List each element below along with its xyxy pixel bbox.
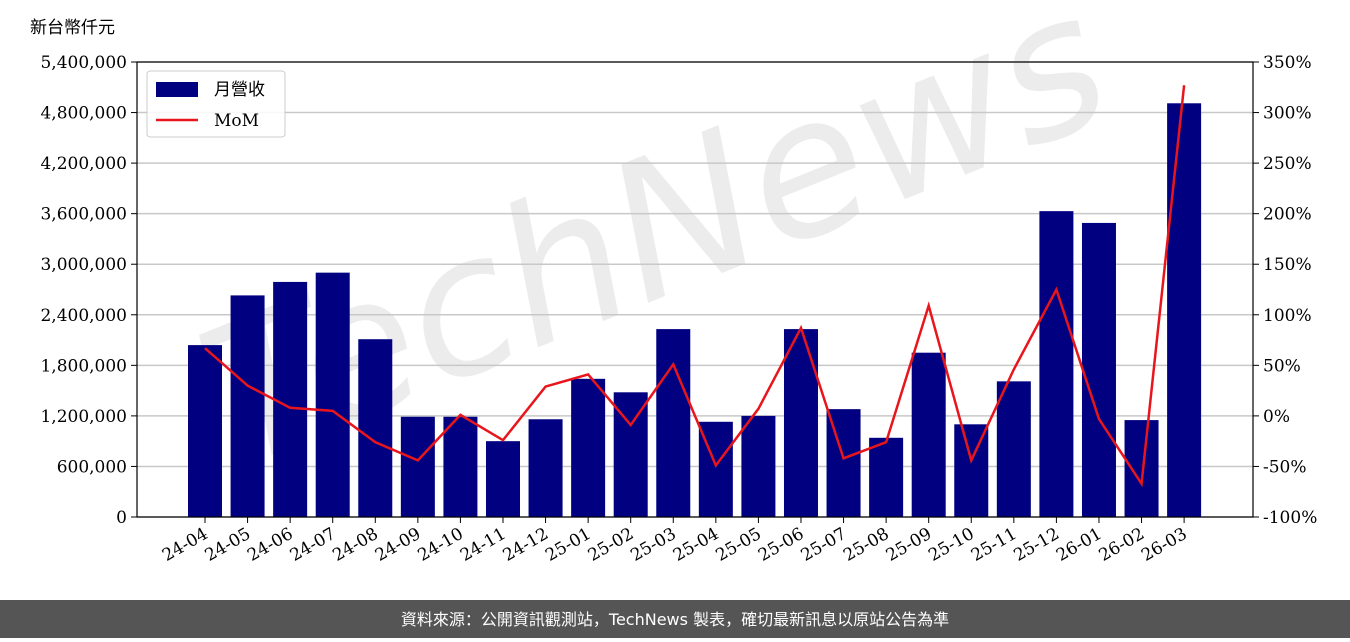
bar bbox=[400, 416, 435, 517]
y-tick-label: 2,400,000 bbox=[40, 306, 127, 326]
bar bbox=[1124, 420, 1159, 517]
bar bbox=[656, 329, 691, 517]
x-tick-label: 25-10 bbox=[925, 524, 977, 566]
x-tick-label: 24-10 bbox=[414, 524, 466, 566]
x-tick-label: 25-05 bbox=[712, 524, 764, 566]
legend-label: MoM bbox=[214, 111, 259, 131]
y2-tick-label: 250% bbox=[1263, 154, 1312, 174]
y2-tick-label: -100% bbox=[1263, 508, 1317, 528]
bar bbox=[954, 424, 989, 517]
x-tick-label: 26-03 bbox=[1138, 524, 1190, 566]
x-tick-label: 26-01 bbox=[1053, 524, 1105, 566]
x-tick-label: 25-11 bbox=[968, 524, 1020, 566]
y2-tick-label: 100% bbox=[1263, 306, 1312, 326]
x-tick-label: 25-04 bbox=[670, 524, 722, 566]
y2-tick-label: 200% bbox=[1263, 205, 1312, 225]
bar bbox=[869, 437, 904, 517]
bar bbox=[443, 416, 478, 517]
y-tick-label: 5,400,000 bbox=[40, 53, 127, 73]
bar bbox=[485, 441, 520, 517]
bar bbox=[315, 272, 350, 517]
x-tick-label: 25-07 bbox=[798, 524, 850, 566]
bar bbox=[188, 345, 222, 517]
y2-tick-label: -50% bbox=[1263, 457, 1307, 477]
y-tick-label: 1,800,000 bbox=[40, 356, 127, 376]
x-tick-label: 25-02 bbox=[585, 524, 637, 566]
y-axis-label: 新台幣仟元 bbox=[30, 18, 115, 38]
x-tick-label: 24-04 bbox=[159, 524, 211, 566]
bar bbox=[783, 329, 818, 517]
source-note: 資料來源：公開資訊觀測站，TechNews 製表，確切最新訊息以原站公告為準 bbox=[401, 610, 949, 629]
y-tick-label: 3,000,000 bbox=[40, 255, 127, 275]
x-tick-label: 25-06 bbox=[755, 524, 807, 566]
x-tick-label: 25-03 bbox=[627, 524, 679, 566]
y2-tick-label: 300% bbox=[1263, 104, 1312, 124]
x-tick-label: 24-09 bbox=[372, 524, 424, 566]
bar bbox=[911, 352, 946, 517]
x-tick-label: 26-02 bbox=[1096, 524, 1148, 566]
y-tick-label: 600,000 bbox=[57, 457, 127, 477]
legend-swatch bbox=[156, 82, 198, 97]
footer-bar bbox=[0, 600, 1350, 638]
y2-tick-label: 350% bbox=[1263, 53, 1312, 73]
x-tick-label: 25-08 bbox=[840, 524, 892, 566]
x-tick-label: 24-06 bbox=[244, 524, 296, 566]
bar bbox=[1039, 211, 1074, 517]
x-tick-label: 24-05 bbox=[202, 524, 254, 566]
y-tick-label: 4,800,000 bbox=[40, 104, 127, 124]
bar bbox=[996, 381, 1031, 517]
bar bbox=[528, 419, 563, 517]
x-tick-label: 25-01 bbox=[542, 524, 594, 566]
bar bbox=[273, 281, 308, 517]
y2-tick-label: 50% bbox=[1263, 356, 1301, 376]
y-tick-label: 4,200,000 bbox=[40, 154, 127, 174]
x-tick-label: 24-12 bbox=[500, 524, 552, 566]
y2-tick-label: 0% bbox=[1263, 407, 1290, 427]
bar bbox=[1081, 222, 1116, 517]
bar bbox=[1167, 103, 1202, 517]
y-tick-label: 1,200,000 bbox=[40, 407, 127, 427]
y-tick-label: 0 bbox=[116, 508, 127, 528]
x-tick-label: 25-09 bbox=[883, 524, 935, 566]
bar bbox=[571, 378, 606, 517]
x-tick-label: 25-12 bbox=[1010, 524, 1062, 566]
bar bbox=[358, 339, 393, 517]
y2-tick-label: 150% bbox=[1263, 255, 1312, 275]
x-tick-label: 24-07 bbox=[287, 524, 339, 566]
x-tick-label: 24-08 bbox=[329, 524, 381, 566]
y-tick-label: 3,600,000 bbox=[40, 205, 127, 225]
x-tick-label: 24-11 bbox=[457, 524, 509, 566]
plot-frame bbox=[136, 61, 1254, 518]
bar bbox=[741, 415, 776, 517]
bar bbox=[230, 295, 265, 517]
mom-line bbox=[204, 85, 1186, 488]
legend-label: 月營收 bbox=[214, 80, 265, 100]
